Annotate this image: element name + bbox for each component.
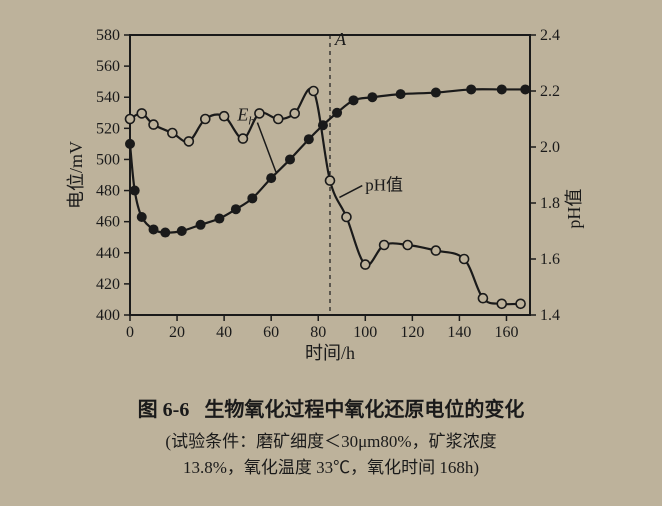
svg-text:电位/mV: 电位/mV	[66, 141, 86, 209]
caption-title-line: 图 6-6 生物氧化过程中氧化还原电位的变化	[0, 395, 662, 425]
svg-text:2.0: 2.0	[540, 139, 560, 156]
svg-text:440: 440	[96, 245, 120, 262]
svg-text:1.8: 1.8	[540, 195, 560, 212]
svg-text:1.4: 1.4	[540, 307, 560, 324]
svg-text:时间/h: 时间/h	[305, 343, 355, 363]
svg-text:0: 0	[126, 324, 134, 341]
svg-text:480: 480	[96, 183, 120, 200]
svg-text:540: 540	[96, 89, 120, 106]
svg-text:140: 140	[447, 324, 471, 341]
chart: 0 20 40 60 80 100 120 140 160 时间/h 400 420 440 460 480…	[60, 20, 600, 370]
svg-text:580: 580	[96, 27, 120, 44]
svg-text:40: 40	[216, 324, 232, 341]
figure-number: 图 6-6	[138, 399, 190, 421]
svg-text:560: 560	[96, 58, 120, 75]
figure-caption: 图 6-6 生物氧化过程中氧化还原电位的变化 (试验条件：磨矿细度＜30μm80…	[0, 395, 662, 480]
svg-text:500: 500	[96, 151, 120, 168]
svg-text:400: 400	[96, 307, 120, 324]
svg-text:460: 460	[96, 214, 120, 231]
caption-conditions-1: (试验条件：磨矿细度＜30μm80%，矿浆浓度	[0, 429, 662, 455]
svg-text:80: 80	[310, 324, 326, 341]
svg-text:2.2: 2.2	[540, 83, 560, 100]
svg-text:120: 120	[400, 324, 424, 341]
svg-text:420: 420	[96, 276, 120, 293]
svg-text:A: A	[334, 29, 347, 49]
svg-text:Eh: Eh	[236, 105, 254, 128]
svg-text:1.6: 1.6	[540, 251, 560, 268]
svg-text:160: 160	[494, 324, 518, 341]
svg-text:pH值: pH值	[564, 189, 584, 229]
svg-text:520: 520	[96, 120, 120, 137]
svg-text:60: 60	[263, 324, 279, 341]
svg-text:pH值: pH值	[365, 176, 403, 195]
svg-text:20: 20	[169, 324, 185, 341]
caption-conditions-2: 13.8%，氧化温度 33℃，氧化时间 168h)	[0, 455, 662, 481]
svg-text:100: 100	[353, 324, 377, 341]
figure-container: 0 20 40 60 80 100 120 140 160 时间/h 400 420 440 460 480…	[0, 0, 662, 506]
chart-svg: 0 20 40 60 80 100 120 140 160 时间/h 400 420 440 460 480…	[60, 20, 620, 376]
svg-text:2.4: 2.4	[540, 27, 560, 44]
figure-title: 生物氧化过程中氧化还原电位的变化	[204, 399, 524, 421]
